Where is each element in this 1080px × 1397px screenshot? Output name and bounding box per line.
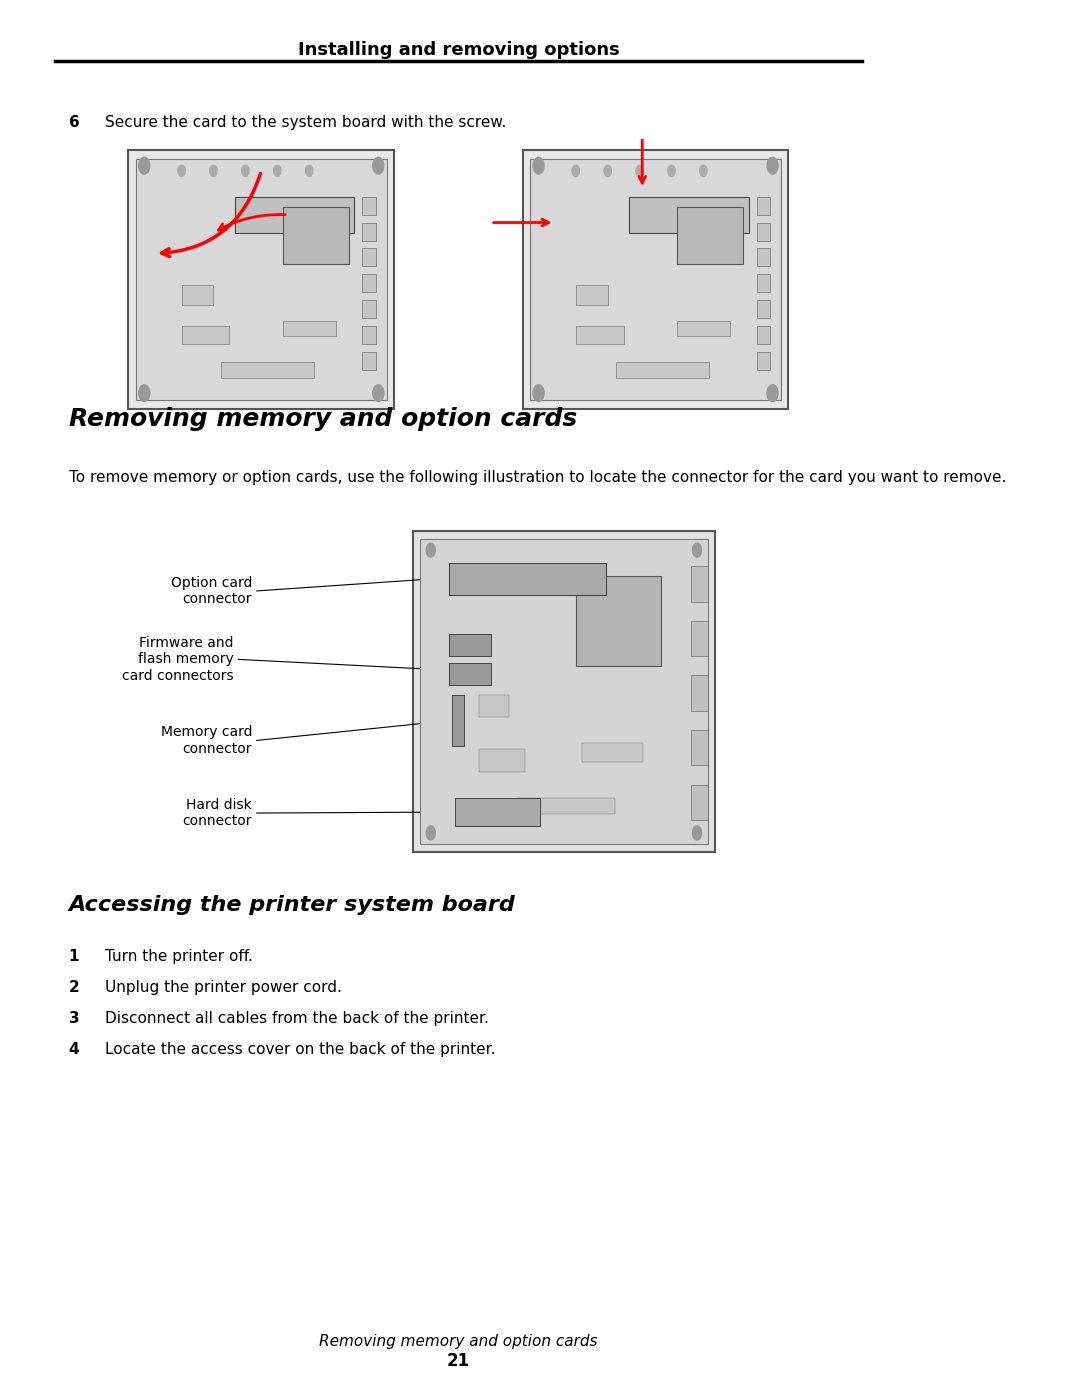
FancyBboxPatch shape — [420, 539, 707, 844]
Circle shape — [273, 165, 281, 176]
Circle shape — [604, 165, 611, 176]
Circle shape — [667, 165, 675, 176]
Text: 21: 21 — [447, 1352, 470, 1369]
FancyBboxPatch shape — [136, 158, 387, 400]
FancyBboxPatch shape — [480, 694, 510, 717]
FancyBboxPatch shape — [283, 207, 349, 264]
FancyBboxPatch shape — [362, 222, 376, 240]
FancyBboxPatch shape — [181, 285, 214, 305]
FancyBboxPatch shape — [362, 300, 376, 319]
Text: Memory card
connector: Memory card connector — [161, 725, 252, 756]
Text: Accessing the printer system board: Accessing the printer system board — [69, 895, 515, 915]
FancyBboxPatch shape — [691, 731, 707, 766]
Text: Installing and removing options: Installing and removing options — [298, 42, 619, 59]
Circle shape — [427, 543, 435, 557]
FancyBboxPatch shape — [757, 352, 770, 370]
Text: 3: 3 — [69, 1011, 80, 1025]
Text: Secure the card to the system board with the screw.: Secure the card to the system board with… — [106, 116, 507, 130]
Circle shape — [692, 826, 702, 840]
Text: Unplug the printer power cord.: Unplug the printer power cord. — [106, 981, 342, 995]
Circle shape — [139, 384, 150, 401]
Circle shape — [636, 165, 644, 176]
FancyBboxPatch shape — [757, 326, 770, 344]
Text: Firmware and
flash memory
card connectors: Firmware and flash memory card connector… — [122, 636, 233, 683]
FancyBboxPatch shape — [691, 566, 707, 602]
Text: 1: 1 — [69, 950, 79, 964]
FancyBboxPatch shape — [362, 352, 376, 370]
Circle shape — [572, 165, 580, 176]
FancyBboxPatch shape — [523, 151, 788, 408]
FancyBboxPatch shape — [576, 285, 608, 305]
FancyBboxPatch shape — [677, 321, 730, 337]
FancyArrowPatch shape — [218, 215, 285, 231]
FancyBboxPatch shape — [455, 798, 540, 827]
Text: To remove memory or option cards, use the following illustration to locate the c: To remove memory or option cards, use th… — [69, 471, 1007, 485]
Text: Removing memory and option cards: Removing memory and option cards — [320, 1334, 597, 1348]
FancyBboxPatch shape — [576, 326, 623, 344]
Circle shape — [373, 384, 383, 401]
FancyBboxPatch shape — [691, 620, 707, 657]
FancyBboxPatch shape — [757, 274, 770, 292]
FancyBboxPatch shape — [362, 274, 376, 292]
FancyBboxPatch shape — [362, 197, 376, 215]
FancyBboxPatch shape — [691, 676, 707, 711]
FancyBboxPatch shape — [234, 197, 354, 233]
Circle shape — [242, 165, 249, 176]
FancyBboxPatch shape — [362, 249, 376, 267]
Text: Hard disk
connector: Hard disk connector — [183, 798, 252, 828]
FancyBboxPatch shape — [582, 743, 643, 763]
FancyBboxPatch shape — [181, 326, 229, 344]
FancyBboxPatch shape — [480, 749, 525, 771]
Text: Removing memory and option cards: Removing memory and option cards — [69, 407, 577, 432]
FancyBboxPatch shape — [283, 321, 336, 337]
FancyBboxPatch shape — [757, 197, 770, 215]
FancyBboxPatch shape — [129, 151, 394, 408]
FancyArrowPatch shape — [494, 219, 549, 226]
FancyBboxPatch shape — [518, 798, 616, 813]
Text: Turn the printer off.: Turn the printer off. — [106, 950, 254, 964]
Circle shape — [700, 165, 707, 176]
Text: Locate the access cover on the back of the printer.: Locate the access cover on the back of t… — [106, 1042, 496, 1056]
FancyBboxPatch shape — [221, 362, 314, 377]
Circle shape — [210, 165, 217, 176]
FancyBboxPatch shape — [616, 362, 708, 377]
Circle shape — [767, 158, 778, 175]
FancyBboxPatch shape — [449, 563, 606, 595]
Text: Disconnect all cables from the back of the printer.: Disconnect all cables from the back of t… — [106, 1011, 489, 1025]
Circle shape — [767, 384, 778, 401]
Text: 6: 6 — [69, 116, 80, 130]
Circle shape — [178, 165, 185, 176]
FancyBboxPatch shape — [362, 326, 376, 344]
FancyBboxPatch shape — [530, 158, 781, 400]
Circle shape — [534, 384, 544, 401]
Circle shape — [139, 158, 150, 175]
Text: Option card
connector: Option card connector — [171, 576, 252, 606]
FancyBboxPatch shape — [757, 222, 770, 240]
Circle shape — [373, 158, 383, 175]
FancyBboxPatch shape — [451, 694, 464, 746]
Circle shape — [534, 158, 544, 175]
FancyBboxPatch shape — [413, 531, 715, 852]
FancyBboxPatch shape — [629, 197, 748, 233]
Text: 4: 4 — [69, 1042, 80, 1056]
FancyBboxPatch shape — [691, 785, 707, 820]
FancyBboxPatch shape — [757, 300, 770, 319]
FancyBboxPatch shape — [449, 634, 491, 657]
Circle shape — [306, 165, 313, 176]
FancyBboxPatch shape — [449, 662, 491, 685]
Circle shape — [692, 543, 702, 557]
FancyBboxPatch shape — [757, 249, 770, 267]
FancyBboxPatch shape — [677, 207, 743, 264]
FancyArrowPatch shape — [639, 140, 646, 183]
Text: 2: 2 — [69, 981, 80, 995]
FancyArrowPatch shape — [162, 173, 260, 257]
Circle shape — [427, 826, 435, 840]
FancyBboxPatch shape — [576, 576, 661, 666]
